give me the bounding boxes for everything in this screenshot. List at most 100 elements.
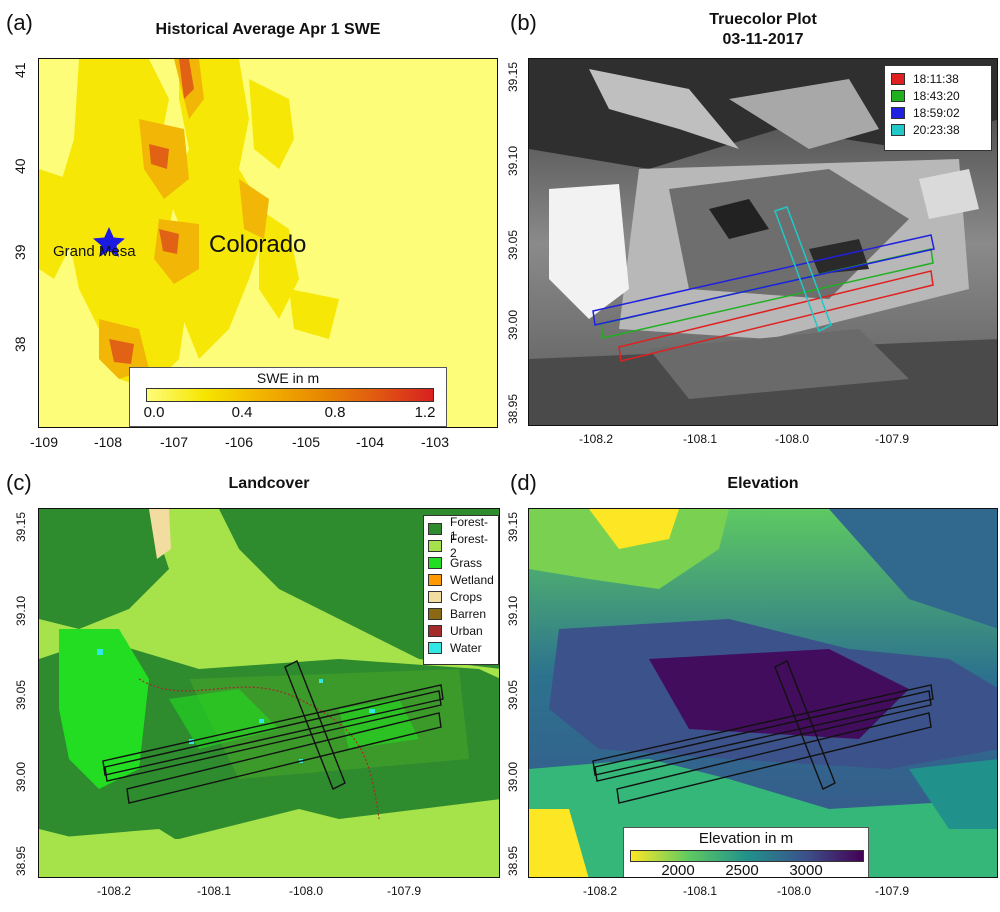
legend-label: Grass — [450, 555, 483, 570]
legend-item: Barren — [428, 605, 494, 622]
swe-colorbar-tick: 0.8 — [324, 404, 346, 421]
legend-label: Wetland — [450, 572, 494, 587]
x-tick: -108.0 — [776, 884, 812, 898]
legend-item: 18:11:38 — [891, 70, 985, 87]
panel-title: Historical Average Apr 1 SWE — [155, 21, 381, 38]
panel-subtitle: 03-11-2017 — [722, 31, 804, 48]
x-tick: -107.9 — [874, 884, 910, 898]
x-tick: -105 — [291, 434, 321, 450]
legend-item: 18:43:20 — [891, 87, 985, 104]
panel-letter: (b) — [510, 10, 537, 35]
legend-label: Urban — [450, 623, 483, 638]
y-tick: 39.10 — [506, 145, 520, 176]
legend-label: Crops — [450, 589, 483, 604]
legend-label: 20:23:38 — [913, 122, 960, 137]
legend-swatch-blue — [891, 106, 905, 119]
y-tick: 38 — [12, 336, 28, 352]
x-tick: -108.1 — [196, 884, 232, 898]
y-tick: 39.10 — [506, 595, 520, 626]
legend-swatch-red — [891, 72, 905, 85]
y-tick: 39.15 — [506, 511, 520, 542]
swe-colorbar: SWE in m 0.0 0.4 0.8 1.2 — [129, 367, 447, 427]
legend-label: 18:43:20 — [913, 88, 960, 103]
legend-item: Water — [428, 639, 494, 656]
x-tick: -108.1 — [682, 884, 718, 898]
legend-label: 18:59:02 — [913, 105, 960, 120]
y-tick: 39.10 — [14, 595, 28, 626]
grand-mesa-star — [93, 227, 125, 257]
legend-item: 18:59:02 — [891, 104, 985, 121]
legend-label: Forest-2 — [450, 531, 489, 560]
elevation-colorbar-title: Elevation in m — [698, 830, 794, 847]
legend-label: Forest-1 — [450, 514, 489, 543]
y-tick: 40 — [12, 158, 28, 174]
y-tick: 39.05 — [506, 229, 520, 260]
panel-title: Elevation — [727, 475, 799, 492]
legend-swatch — [428, 556, 442, 569]
y-tick: 39 — [12, 244, 28, 260]
grand-mesa-label: Grand Mesa — [53, 243, 136, 260]
y-tick: 39.00 — [506, 761, 520, 792]
elevation-colorbar-tick: 3000 — [789, 862, 823, 878]
legend-swatch — [428, 539, 442, 552]
legend-item: Forest-1 — [428, 515, 494, 543]
legend-swatch — [428, 624, 442, 637]
truecolor-map: 18:11:38 18:43:20 18:59:02 20:23:38 — [528, 58, 998, 426]
legend-swatch — [428, 522, 442, 535]
swath-legend: 18:11:38 18:43:20 18:59:02 20:23:38 — [884, 65, 992, 151]
panel-letter: (d) — [510, 470, 537, 495]
legend-swatch-cyan — [891, 123, 905, 136]
x-tick: -108.2 — [96, 884, 132, 898]
x-tick: -107.9 — [386, 884, 422, 898]
x-tick: -108.1 — [682, 432, 718, 446]
x-tick: -104 — [355, 434, 385, 450]
x-tick: -103 — [420, 434, 450, 450]
y-tick: 38.95 — [506, 845, 520, 876]
panel-letter: (a) — [6, 10, 33, 35]
elevation-colorbar: Elevation in m 2000 2500 3000 — [623, 827, 869, 878]
swe-colorbar-tick: 1.2 — [414, 404, 436, 421]
legend-swatch — [428, 573, 442, 586]
legend-swatch — [428, 607, 442, 620]
x-tick: -108 — [93, 434, 123, 450]
legend-item: Wetland — [428, 571, 494, 588]
legend-swatch — [428, 590, 442, 603]
colorado-label: Colorado — [209, 231, 307, 258]
legend-item: Grass — [428, 554, 494, 571]
y-tick: 39.05 — [14, 679, 28, 710]
x-tick: -108.0 — [288, 884, 324, 898]
y-tick: 39.15 — [14, 511, 28, 542]
legend-label: 18:11:38 — [913, 71, 959, 86]
y-tick: 39.05 — [506, 679, 520, 710]
y-tick: 41 — [12, 62, 28, 78]
y-tick: 38.95 — [506, 393, 520, 424]
panel-title: Truecolor Plot — [709, 11, 817, 28]
x-tick: -106 — [224, 434, 254, 450]
legend-swatch — [428, 641, 442, 654]
legend-item: Forest-2 — [428, 532, 494, 560]
y-tick: 38.95 — [14, 845, 28, 876]
y-tick: 39.00 — [506, 309, 520, 340]
swe-colorbar-tick: 0.0 — [143, 404, 165, 421]
swe-colorbar-gradient — [146, 388, 434, 402]
landcover-legend: Forest-1 Forest-2 Grass Wetland Crops Ba… — [423, 515, 499, 665]
panel-letter: (c) — [6, 470, 32, 495]
x-tick: -108.2 — [582, 884, 618, 898]
elevation-colorbar-tick: 2000 — [661, 862, 695, 878]
swe-colorbar-title: SWE in m — [256, 370, 320, 386]
legend-label: Water — [450, 640, 482, 655]
x-tick: -107.9 — [874, 432, 910, 446]
landcover-map: Forest-1 Forest-2 Grass Wetland Crops Ba… — [38, 508, 500, 878]
elevation-colorbar-tick: 2500 — [725, 862, 759, 878]
elevation-colorbar-gradient — [630, 850, 864, 862]
y-tick: 39.15 — [506, 61, 520, 92]
swe-map: Grand Mesa Colorado SWE in m 0.0 0.4 0.8… — [38, 58, 498, 428]
x-tick: -108.2 — [578, 432, 614, 446]
legend-item: Urban — [428, 622, 494, 639]
legend-label: Barren — [450, 606, 487, 621]
swe-colorbar-tick: 0.4 — [231, 404, 253, 421]
x-tick: -109 — [29, 434, 59, 450]
legend-item: 20:23:38 — [891, 121, 985, 138]
x-tick: -107 — [159, 434, 189, 450]
elevation-map: Elevation in m 2000 2500 3000 — [528, 508, 998, 878]
